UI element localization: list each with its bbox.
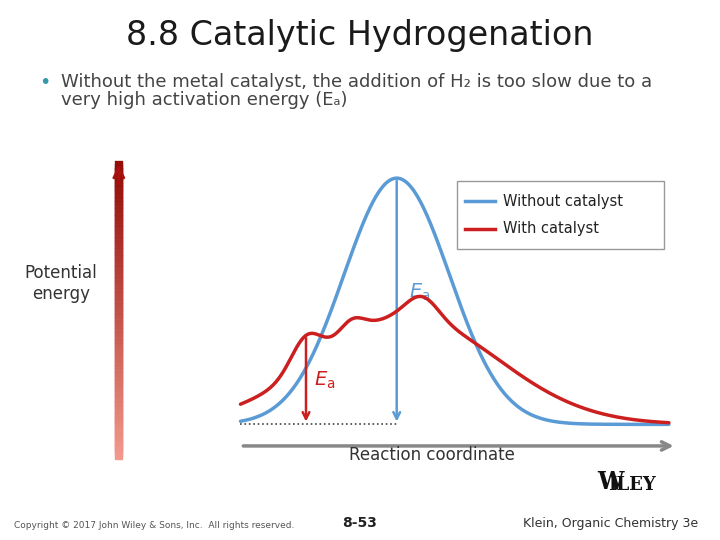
Text: very high activation energy (Eₐ): very high activation energy (Eₐ) xyxy=(61,91,348,109)
Text: Without the metal catalyst, the addition of H₂ is too slow due to a: Without the metal catalyst, the addition… xyxy=(61,73,652,91)
Text: Without catalyst: Without catalyst xyxy=(503,194,623,209)
Text: ILEY: ILEY xyxy=(608,476,656,494)
Text: Klein, Organic Chemistry 3e: Klein, Organic Chemistry 3e xyxy=(523,517,698,530)
Text: 8.8 Catalytic Hydrogenation: 8.8 Catalytic Hydrogenation xyxy=(126,19,594,52)
Text: W: W xyxy=(598,470,624,494)
Text: $\mathit{E}_\mathrm{a}$: $\mathit{E}_\mathrm{a}$ xyxy=(314,369,335,390)
Bar xyxy=(457,181,664,249)
Text: $\mathit{E}_\mathrm{a}$: $\mathit{E}_\mathrm{a}$ xyxy=(410,281,431,303)
Text: Copyright © 2017 John Wiley & Sons, Inc.  All rights reserved.: Copyright © 2017 John Wiley & Sons, Inc.… xyxy=(14,521,294,530)
Text: •: • xyxy=(40,73,51,92)
Text: Reaction coordinate: Reaction coordinate xyxy=(349,447,515,464)
Text: With catalyst: With catalyst xyxy=(503,221,598,237)
Text: 8-53: 8-53 xyxy=(343,516,377,530)
Text: Potential
energy: Potential energy xyxy=(24,264,98,303)
